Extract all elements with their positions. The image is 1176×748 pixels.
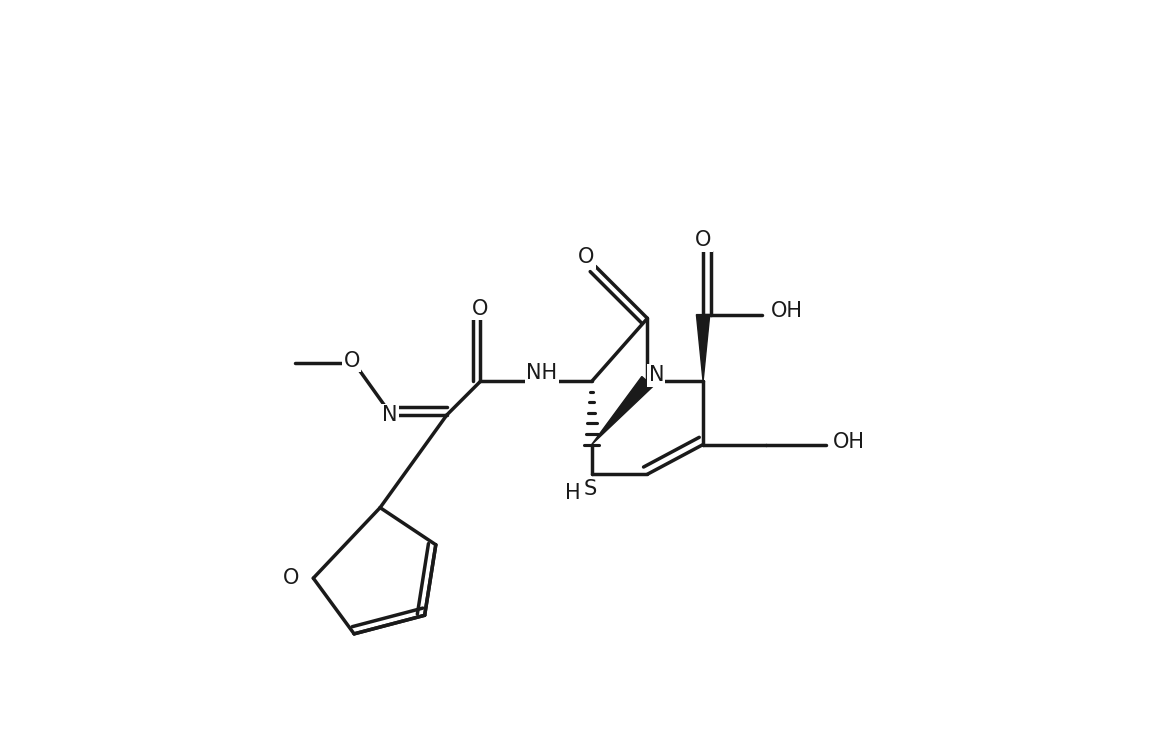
Text: O: O	[695, 230, 711, 251]
Text: O: O	[283, 568, 299, 588]
Text: OH: OH	[771, 301, 803, 321]
Text: N: N	[648, 366, 664, 385]
Text: O: O	[472, 298, 488, 319]
Text: S: S	[583, 479, 597, 499]
Text: O: O	[579, 248, 595, 268]
Text: OH: OH	[834, 432, 866, 453]
Polygon shape	[592, 376, 653, 444]
Text: NH: NH	[527, 363, 557, 382]
Polygon shape	[696, 315, 710, 381]
Text: N: N	[382, 405, 397, 425]
Text: H: H	[566, 482, 581, 503]
Text: O: O	[343, 351, 360, 371]
